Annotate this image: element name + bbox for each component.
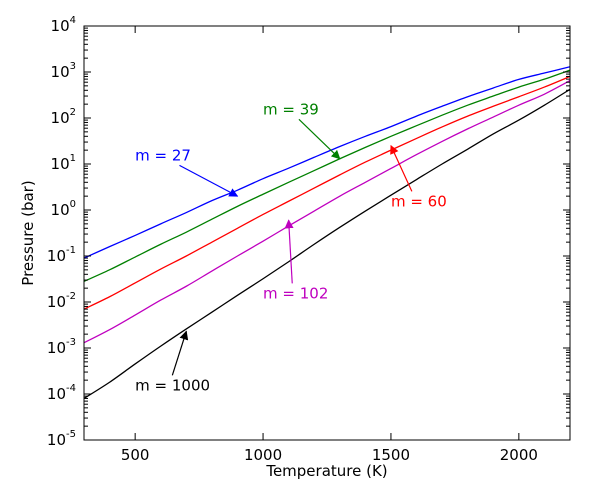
y-tick-label: 10-3: [47, 337, 76, 357]
y-tick-base: 10: [51, 201, 70, 219]
y-tick-base: 10: [51, 109, 70, 127]
annotation-arrow-1: [298, 118, 341, 160]
series-line-2: [83, 75, 571, 310]
series-line-1: [83, 69, 571, 283]
x-tick-label: 1000: [244, 446, 282, 464]
y-tick-label: 10-1: [47, 245, 76, 265]
x-tick-label: 2000: [500, 446, 538, 464]
y-tick-exponent: -3: [66, 337, 76, 348]
annotation-arrow-2: [390, 144, 413, 192]
y-tick-exponent: -1: [66, 245, 76, 256]
y-tick-exponent: -5: [66, 429, 76, 440]
y-tick-exponent: -2: [66, 291, 76, 302]
annotation-arrow-0: [179, 164, 239, 197]
y-tick-base: 10: [51, 63, 70, 81]
y-tick-exponent: 4: [70, 15, 76, 26]
series-line-4: [83, 88, 571, 400]
y-tick-base: 10: [51, 17, 70, 35]
annotation-label-4: m = 1000: [135, 376, 210, 394]
plot-area: [84, 26, 570, 440]
series-line-3: [83, 80, 571, 344]
tick-layer: 500 1000 1500 200010-510-410-310-210-110010…: [47, 15, 570, 464]
y-tick-label: 101: [51, 153, 76, 173]
y-tick-label: 10-5: [47, 429, 76, 449]
series-line-0: [83, 66, 571, 259]
y-tick-label: 102: [51, 107, 76, 127]
series-layer: [83, 66, 571, 400]
y-tick-exponent: 1: [70, 153, 76, 164]
annotation-label-2: m = 60: [391, 192, 447, 210]
y-tick-label: 100: [51, 199, 76, 219]
y-tick-base: 10: [47, 431, 66, 449]
annotation-label-3: m = 102: [263, 284, 328, 302]
y-axis-label: Pressure (bar): [19, 180, 37, 285]
y-tick-label: 10-2: [47, 291, 76, 311]
y-tick-base: 10: [47, 339, 66, 357]
y-tick-label: 103: [51, 61, 76, 81]
y-tick-base: 10: [47, 385, 66, 403]
y-tick-label: 104: [51, 15, 76, 35]
annotation-label-1: m = 39: [263, 100, 319, 118]
y-tick-exponent: 0: [70, 199, 76, 210]
annotation-arrow-3: [284, 219, 294, 284]
y-tick-base: 10: [47, 247, 66, 265]
annotation-arrow-4: [171, 330, 189, 376]
y-tick-base: 10: [51, 155, 70, 173]
y-tick-exponent: -4: [66, 383, 76, 394]
x-tick-label: 500: [121, 446, 150, 464]
annotation-layer: m = 27 m = 39 m = 60 m = 102 m = 1000: [135, 100, 447, 394]
y-tick-base: 10: [47, 293, 66, 311]
annotation-label-0: m = 27: [135, 146, 191, 164]
x-axis-label: Temperature (K): [265, 462, 387, 480]
y-tick-exponent: 3: [70, 61, 76, 72]
y-tick-label: 10-4: [47, 383, 76, 403]
plot-frame: [83, 25, 571, 441]
y-tick-exponent: 2: [70, 107, 76, 118]
x-tick-label: 1500: [372, 446, 410, 464]
